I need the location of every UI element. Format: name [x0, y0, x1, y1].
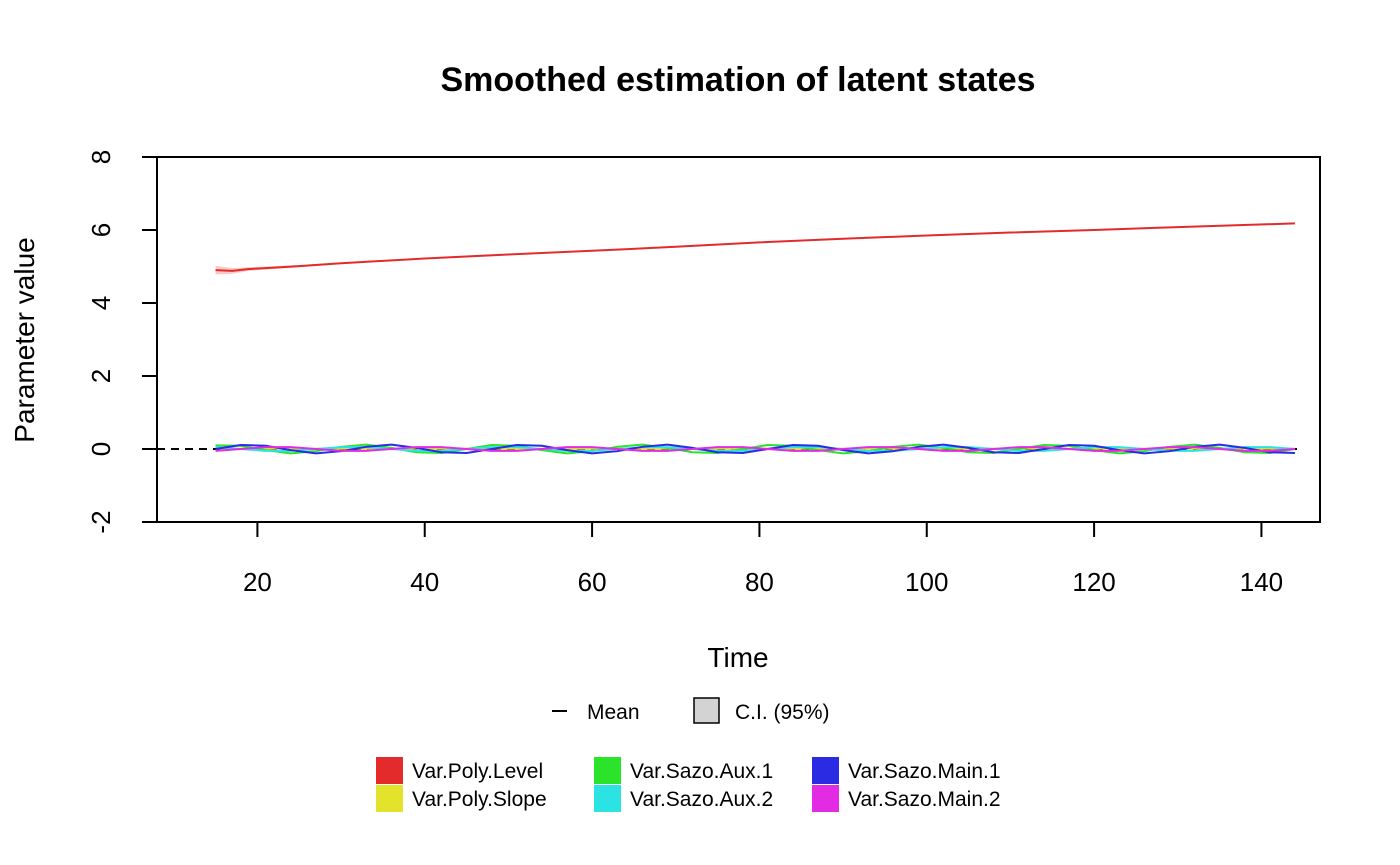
legend-swatch-var-poly-level: [376, 757, 403, 784]
series-line-var-sazo-main-2: [215, 446, 1295, 452]
x-tick-label: 20: [243, 567, 272, 597]
legend-label-var-sazo-main-2: Var.Sazo.Main.2: [848, 788, 1001, 811]
legend-label-var-sazo-main-1: Var.Sazo.Main.1: [848, 760, 1001, 783]
series-line-var-poly-level: [215, 222, 1295, 272]
legend-top: Mean C.I. (95%): [552, 697, 830, 724]
x-tick-label: 80: [745, 567, 774, 597]
plot-frame: [156, 156, 1321, 523]
x-tick-label: 100: [905, 567, 948, 597]
legend-swatch-var-poly-slope: [376, 785, 403, 812]
legend-label-var-poly-slope: Var.Poly.Slope: [412, 788, 547, 811]
legend-mean-label: Mean: [587, 701, 640, 724]
ci-bands: [215, 222, 1295, 275]
x-axis: 20 40 60 80 100 120 140: [243, 521, 1283, 597]
y-tick-label: 8: [86, 150, 116, 164]
chart-title: Smoothed estimation of latent states: [440, 61, 1035, 99]
x-tick-label: 40: [410, 567, 439, 597]
legend-swatch-var-sazo-aux-1: [594, 757, 621, 784]
y-axis-title: Parameter value: [9, 237, 40, 442]
series-line-var-sazo-main-1: [215, 443, 1295, 455]
y-tick-label: 0: [86, 442, 116, 456]
legend-label-var-sazo-aux-2: Var.Sazo.Aux.2: [630, 788, 773, 811]
x-tick-label: 60: [578, 567, 607, 597]
series-lines: [215, 222, 1296, 455]
legend-swatch-var-sazo-main-2: [812, 785, 839, 812]
legend-ci-label: C.I. (95%): [735, 701, 830, 724]
y-tick-label: 2: [86, 369, 116, 383]
legend-label-var-sazo-aux-1: Var.Sazo.Aux.1: [630, 760, 773, 783]
y-tick-label: 4: [86, 296, 116, 310]
y-tick-label: 6: [86, 223, 116, 237]
legend-swatch-var-sazo-main-1: [812, 757, 839, 784]
legend-label-var-poly-level: Var.Poly.Level: [412, 760, 543, 783]
legend-series: Var.Poly.Level Var.Poly.Slope Var.Sazo.Aux…: [376, 757, 1001, 812]
y-axis: -2 0 2 4 6 8: [86, 150, 158, 534]
legend-ci-box-icon: [693, 697, 720, 724]
x-axis-title: Time: [707, 642, 768, 673]
x-tick-label: 120: [1072, 567, 1115, 597]
ci-band-var-poly-level: [215, 222, 1295, 275]
legend-swatch-var-sazo-aux-2: [594, 785, 621, 812]
y-tick-label: -2: [86, 510, 116, 533]
x-tick-label: 140: [1240, 567, 1283, 597]
